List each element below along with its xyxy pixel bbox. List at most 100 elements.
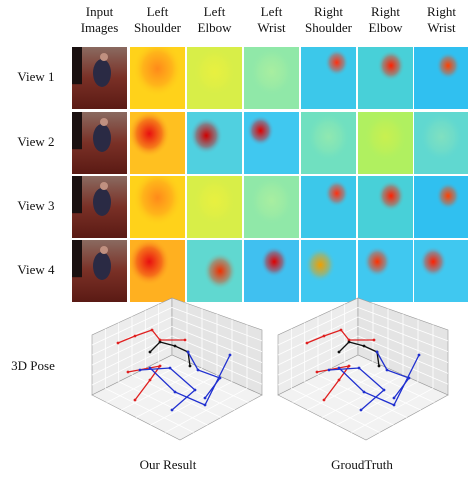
heatmap bbox=[244, 112, 299, 174]
person bbox=[93, 59, 111, 87]
heatmap bbox=[187, 176, 242, 238]
joint bbox=[327, 368, 331, 372]
person-head bbox=[100, 118, 108, 126]
row-label: View 4 bbox=[17, 262, 55, 277]
heatmap bbox=[301, 47, 356, 109]
joint bbox=[203, 396, 207, 400]
heatmap bbox=[414, 240, 468, 302]
heatmap bbox=[244, 240, 299, 302]
joint bbox=[126, 370, 130, 374]
heatmap bbox=[414, 112, 468, 174]
heatmap bbox=[130, 240, 185, 302]
column-header: Wrist bbox=[257, 20, 286, 35]
joint bbox=[170, 408, 174, 412]
heatmap bbox=[244, 47, 299, 109]
joint bbox=[385, 368, 389, 372]
bone bbox=[139, 367, 196, 411]
photo bbox=[72, 240, 127, 302]
photo bbox=[72, 47, 127, 109]
person bbox=[93, 188, 111, 216]
joint bbox=[193, 388, 197, 392]
column-header: Elbow bbox=[198, 20, 233, 35]
joint bbox=[362, 390, 366, 394]
joint bbox=[173, 344, 177, 348]
joint bbox=[158, 338, 162, 342]
joint bbox=[148, 366, 152, 370]
column-header: Left bbox=[204, 4, 226, 19]
bone bbox=[338, 354, 420, 406]
person bbox=[93, 252, 111, 280]
grid-line bbox=[165, 387, 248, 433]
bone bbox=[187, 351, 222, 399]
pose-plots bbox=[91, 297, 449, 441]
joint bbox=[315, 370, 319, 374]
joint bbox=[337, 350, 341, 354]
row-label: View 1 bbox=[17, 69, 54, 84]
photo bbox=[72, 112, 127, 174]
joint bbox=[392, 396, 396, 400]
photo bbox=[72, 176, 127, 238]
person bbox=[93, 124, 111, 152]
caption: Our Result bbox=[140, 457, 197, 472]
joint bbox=[339, 328, 343, 332]
person-head bbox=[100, 53, 108, 61]
person-head bbox=[100, 182, 108, 190]
joint bbox=[203, 403, 207, 407]
joint bbox=[168, 366, 172, 370]
joint bbox=[133, 334, 137, 338]
column-header: Left bbox=[261, 4, 283, 19]
photo-wall bbox=[72, 176, 82, 214]
row-label: View 3 bbox=[17, 198, 54, 213]
joint bbox=[133, 398, 137, 402]
heatmap-grid bbox=[72, 47, 468, 302]
joint bbox=[337, 366, 341, 370]
bone bbox=[376, 351, 411, 399]
pose-plot bbox=[277, 297, 449, 441]
joint bbox=[228, 353, 232, 357]
heatmap bbox=[301, 176, 356, 238]
heatmap bbox=[414, 47, 468, 109]
joint bbox=[186, 350, 190, 354]
pose-label: 3D Pose bbox=[11, 358, 55, 373]
joint bbox=[138, 368, 142, 372]
joint bbox=[173, 390, 177, 394]
photo-wall bbox=[72, 47, 82, 85]
joint bbox=[322, 334, 326, 338]
heatmap bbox=[301, 240, 356, 302]
joint bbox=[392, 403, 396, 407]
heatmap bbox=[358, 176, 413, 238]
joint bbox=[322, 398, 326, 402]
row-label: View 2 bbox=[17, 134, 54, 149]
pose-plot bbox=[91, 297, 263, 441]
heatmap bbox=[130, 112, 185, 174]
joint bbox=[372, 338, 376, 342]
column-header: Shoulder bbox=[305, 20, 353, 35]
bone bbox=[328, 367, 385, 411]
photo-wall bbox=[72, 240, 82, 278]
caption: GroudTruth bbox=[331, 457, 393, 472]
joint bbox=[183, 338, 187, 342]
heatmap bbox=[414, 176, 468, 238]
column-header: Right bbox=[427, 4, 456, 19]
joint bbox=[148, 378, 152, 382]
joint bbox=[382, 388, 386, 392]
joint bbox=[347, 338, 351, 342]
joint bbox=[362, 344, 366, 348]
heatmap bbox=[187, 240, 242, 302]
heatmap bbox=[301, 112, 356, 174]
joint bbox=[188, 364, 192, 368]
heatmap bbox=[130, 176, 185, 238]
joint bbox=[417, 353, 421, 357]
grid-line bbox=[351, 387, 434, 433]
column-header: Left bbox=[147, 4, 169, 19]
joint bbox=[196, 368, 200, 372]
joint bbox=[377, 364, 381, 368]
column-header: Images bbox=[81, 20, 119, 35]
joint bbox=[347, 364, 351, 368]
person-head bbox=[100, 246, 108, 254]
bone bbox=[149, 354, 231, 406]
joint bbox=[148, 350, 152, 354]
heatmap bbox=[187, 112, 242, 174]
heatmap bbox=[358, 112, 413, 174]
